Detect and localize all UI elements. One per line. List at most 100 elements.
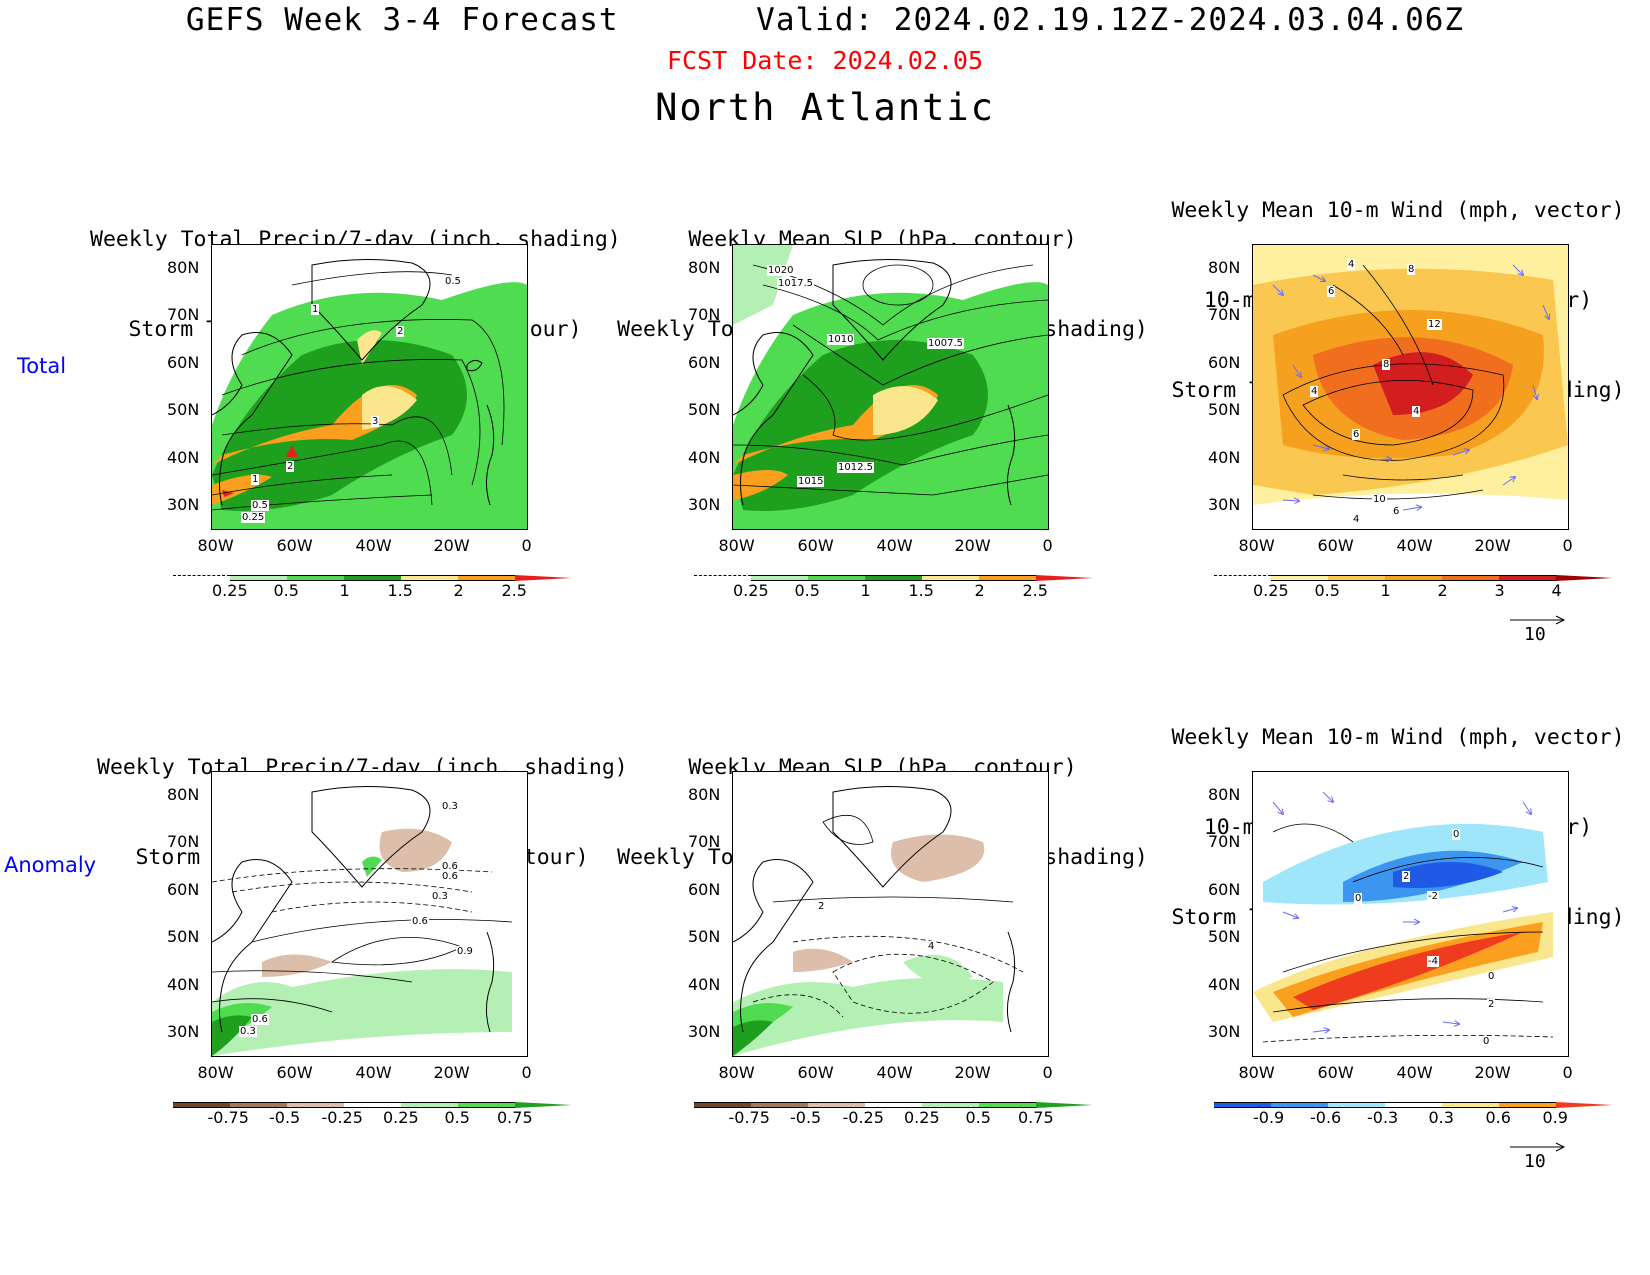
colorbar-segment xyxy=(1385,1102,1442,1108)
colorbar-label: 0.5 xyxy=(965,1108,991,1127)
anomaly-contours xyxy=(1262,823,1554,1043)
coastlines xyxy=(733,258,1016,506)
lat-tick-label: 40N xyxy=(167,975,200,994)
track-shading xyxy=(1253,823,1553,1022)
colorbar-label: 0.25 xyxy=(733,581,769,600)
coastlines xyxy=(733,785,1016,1033)
lat-tick-label: 80N xyxy=(688,258,721,277)
colorbar-segment xyxy=(1499,575,1556,581)
colorbar-segment xyxy=(694,575,751,581)
lon-tick-label: 60W xyxy=(1317,536,1354,555)
lat-tick-label: 60N xyxy=(688,353,721,372)
contour-label: 0.5 xyxy=(444,276,462,287)
colorbar-segment xyxy=(979,1102,1036,1108)
lat-tick-label: 50N xyxy=(1208,927,1241,946)
vector-reference-arrow xyxy=(1510,1142,1566,1152)
lat-tick-label: 80N xyxy=(688,785,721,804)
colorbar-segment xyxy=(979,575,1036,581)
lon-tick-label: 40W xyxy=(1396,536,1433,555)
lat-tick-label: 80N xyxy=(1208,258,1241,277)
colorbar-segment xyxy=(808,575,865,581)
lat-tick-label: 30N xyxy=(688,495,721,514)
contour-label: 2 xyxy=(286,461,295,472)
lon-tick-label: 80W xyxy=(1238,536,1275,555)
lat-tick-label: 50N xyxy=(1208,400,1241,419)
contour-label: 2 xyxy=(1487,999,1496,1010)
colorbar-label: 0.5 xyxy=(1314,581,1340,600)
vector-reference-arrow xyxy=(1510,615,1566,625)
lon-tick-label: 80W xyxy=(197,1063,234,1082)
contour-label: -4 xyxy=(1427,956,1439,967)
contour-label: 1015 xyxy=(797,476,825,487)
colorbar-segment xyxy=(694,1102,751,1108)
lon-tick-label: 0 xyxy=(1042,1063,1053,1082)
track-shading xyxy=(1253,245,1568,529)
lon-tick-label: 60W xyxy=(276,536,313,555)
lat-tick-label: 30N xyxy=(167,495,200,514)
panel-title-line: Weekly Mean 10-m Wind (mph, vector) xyxy=(1171,198,1625,223)
panel-title-line: Weekly Mean 10-m Wind (mph, vector) xyxy=(1171,725,1625,750)
lat-tick-label: 70N xyxy=(1208,305,1241,324)
colorbar-segment xyxy=(401,1102,458,1108)
lat-tick-label: 30N xyxy=(688,1022,721,1041)
colorbar-label: 1.5 xyxy=(908,581,934,600)
contour-label: 2 xyxy=(817,901,826,912)
colorbar-label: -0.25 xyxy=(321,1108,363,1127)
precip-shading xyxy=(212,282,527,529)
colorbar-label: 0.5 xyxy=(794,581,820,600)
lat-tick-label: 50N xyxy=(167,400,200,419)
lat-tick-label: 70N xyxy=(688,832,721,851)
colorbar-segment xyxy=(922,575,979,581)
colorbar-segment xyxy=(173,575,230,581)
colorbar-label: 0.6 xyxy=(1485,1108,1511,1127)
map-anom-precip-track xyxy=(211,771,528,1057)
colorbar-label: -0.5 xyxy=(790,1108,822,1127)
lon-tick-label: 40W xyxy=(876,536,913,555)
colorbar-label: 3 xyxy=(1494,581,1505,600)
colorbar-label: -0.75 xyxy=(728,1108,770,1127)
lat-tick-label: 60N xyxy=(167,880,200,899)
colorbar-label: -0.9 xyxy=(1253,1108,1285,1127)
colorbar-segment xyxy=(1556,575,1613,581)
contour-label: 1020 xyxy=(767,265,795,276)
colorbar-label: 1 xyxy=(860,581,871,600)
contour-label: 0.25 xyxy=(241,512,266,523)
colorbar-segment xyxy=(751,1102,808,1108)
vector-reference-label: 10 xyxy=(1524,1151,1546,1172)
contour-label: 3 xyxy=(371,416,380,427)
colorbar-segment xyxy=(287,575,344,581)
contour-label: 8 xyxy=(1382,359,1391,370)
colorbar-segment xyxy=(922,1102,979,1108)
colorbar-label: -0.3 xyxy=(1367,1108,1399,1127)
contour-label: 10 xyxy=(1372,494,1387,505)
colorbar-segment xyxy=(344,575,401,581)
colorbar-label: 0.75 xyxy=(497,1108,533,1127)
lon-tick-label: 40W xyxy=(355,536,392,555)
lat-tick-label: 70N xyxy=(1208,832,1241,851)
map-total-wind-track xyxy=(1252,244,1569,530)
colorbar-segment xyxy=(1214,1102,1271,1108)
colorbar-segment xyxy=(458,575,515,581)
contour-label: 1007.5 xyxy=(927,338,964,349)
lon-tick-label: 20W xyxy=(954,1063,991,1082)
lat-tick-label: 40N xyxy=(1208,448,1241,467)
lat-tick-label: 60N xyxy=(1208,880,1241,899)
colorbar-segment xyxy=(515,575,572,581)
contour-label: 0.3 xyxy=(431,891,449,902)
colorbar-label: 0.5 xyxy=(273,581,299,600)
coastlines xyxy=(212,785,495,1033)
contour-label: 0.6 xyxy=(441,861,459,872)
colorbar-label: 0.25 xyxy=(212,581,248,600)
wind-vectors xyxy=(1272,791,1531,1032)
contour-label: 6 xyxy=(1352,429,1361,440)
contour-label: 0 xyxy=(1354,893,1363,904)
lon-tick-label: 60W xyxy=(797,536,834,555)
colorbar-label: 2.5 xyxy=(1022,581,1048,600)
lon-tick-label: 0 xyxy=(1562,536,1573,555)
colorbar-label: -0.25 xyxy=(842,1108,884,1127)
colorbar-segment xyxy=(1328,575,1385,581)
colorbar-segment xyxy=(1036,575,1093,581)
coastlines xyxy=(212,258,495,506)
lat-tick-label: 80N xyxy=(167,258,200,277)
row-label-anomaly: Anomaly xyxy=(4,853,97,877)
